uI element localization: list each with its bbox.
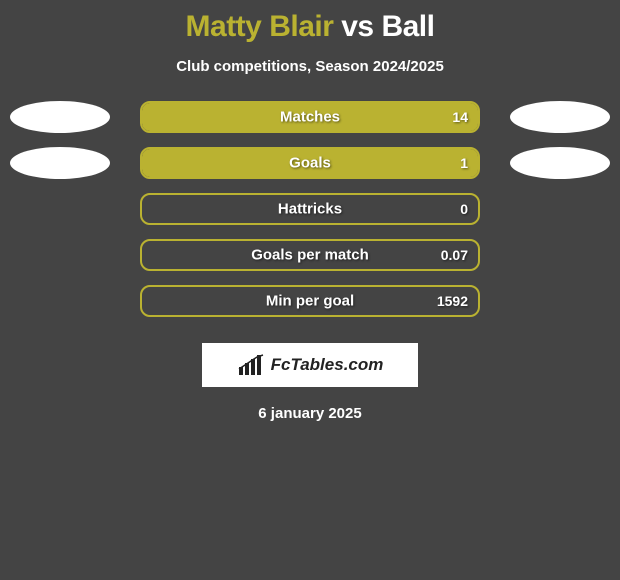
player2-badge <box>510 101 610 133</box>
stat-bar: Goals1 <box>140 147 480 179</box>
stat-bar: Hattricks0 <box>140 193 480 225</box>
title-vs: vs <box>333 10 381 43</box>
player1-badge <box>10 101 110 133</box>
player2-badge <box>510 147 610 179</box>
stat-bar: Min per goal1592 <box>140 285 480 317</box>
stat-label: Min per goal <box>142 293 478 310</box>
stat-label: Hattricks <box>142 201 478 218</box>
stat-value: 0.07 <box>441 247 468 263</box>
stat-row: Goals per match0.07 <box>0 239 620 285</box>
date: 6 january 2025 <box>0 405 620 422</box>
stats-rows: Matches14 Goals1 Hattricks0 Goals per match… <box>0 101 620 331</box>
stat-label: Goals per match <box>142 247 478 264</box>
stat-row: Min per goal1592 <box>0 285 620 331</box>
stat-bar: Matches14 <box>140 101 480 133</box>
stat-value: 1 <box>460 155 468 171</box>
player1-name: Matty Blair <box>186 10 334 43</box>
subtitle: Club competitions, Season 2024/2025 <box>0 58 620 75</box>
stat-row: Hattricks0 <box>0 193 620 239</box>
logo-text: FcTables.com <box>271 355 384 375</box>
stat-value: 1592 <box>437 293 468 309</box>
player1-badge <box>10 147 110 179</box>
comparison-title: Matty Blair vs Ball <box>0 0 620 44</box>
barchart-icon <box>237 353 265 377</box>
stat-label: Matches <box>142 109 478 126</box>
stat-label: Goals <box>142 155 478 172</box>
stat-row: Matches14 <box>0 101 620 147</box>
stat-bar: Goals per match0.07 <box>140 239 480 271</box>
logo-box: FcTables.com <box>202 343 418 387</box>
stat-value: 0 <box>460 201 468 217</box>
stat-value: 14 <box>452 109 468 125</box>
player2-name: Ball <box>381 10 434 43</box>
stat-row: Goals1 <box>0 147 620 193</box>
